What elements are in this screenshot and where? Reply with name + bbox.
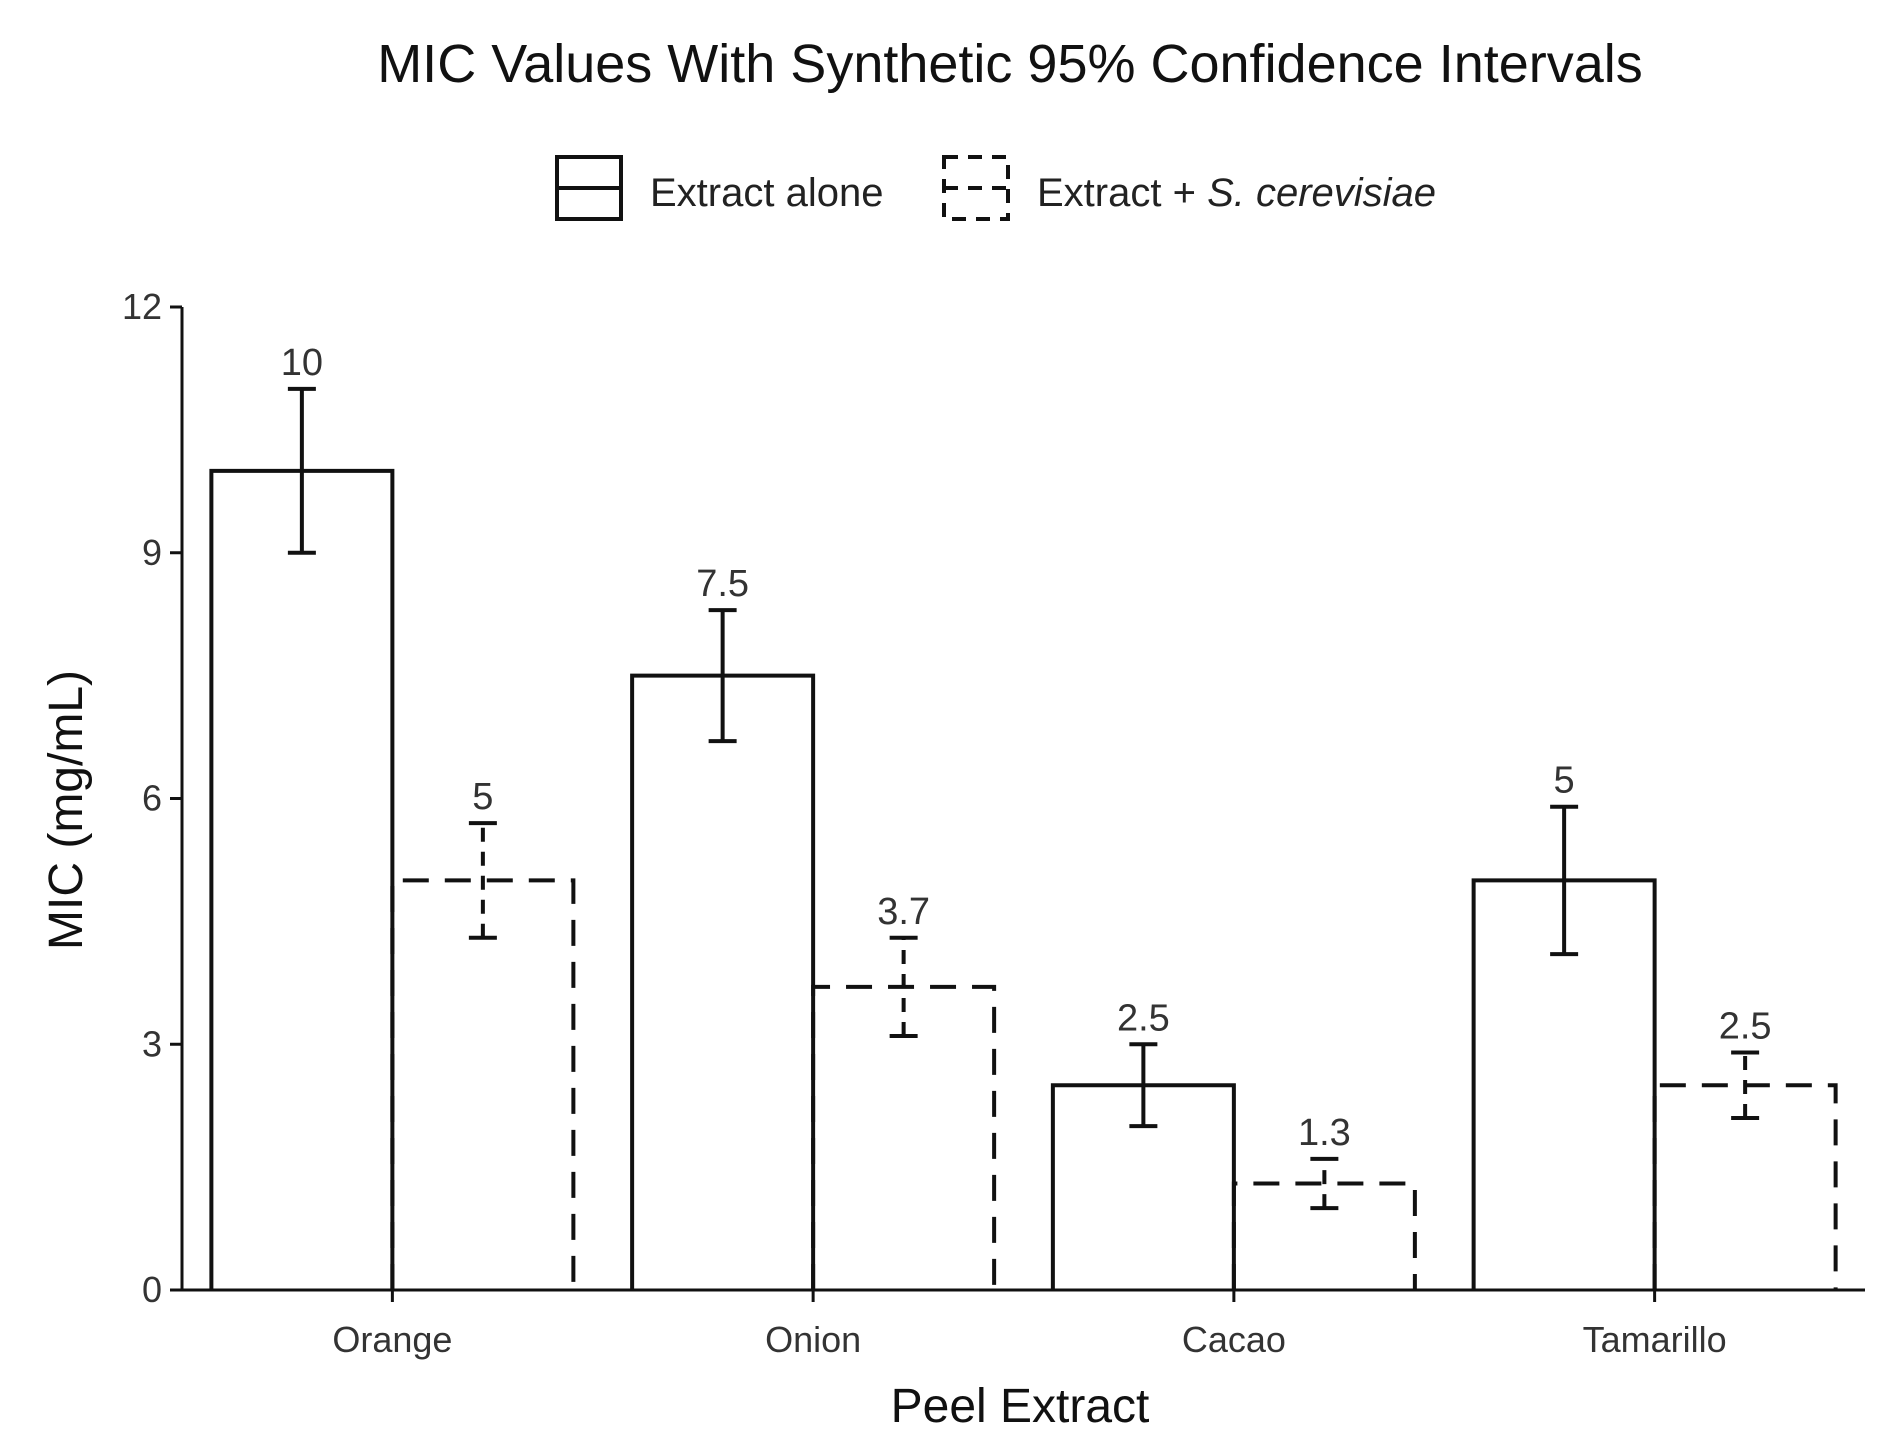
legend-label-extract-alone: Extract alone bbox=[650, 171, 883, 215]
data-label-yeast-tamarillo: 2.5 bbox=[1719, 1005, 1772, 1047]
bar-extract-yeast-cacao bbox=[1231, 1181, 1417, 1290]
x-tick-label: Onion bbox=[765, 1319, 861, 1360]
data-label-yeast-orange: 5 bbox=[472, 776, 493, 818]
bar-extract-alone-onion bbox=[630, 673, 816, 1290]
y-tick-label: 0 bbox=[142, 1269, 162, 1310]
y-tick-label: 12 bbox=[122, 286, 162, 327]
data-label-yeast-cacao: 1.3 bbox=[1298, 1112, 1351, 1154]
legend-label-extract-yeast: Extract + S. cerevisiae bbox=[1037, 171, 1436, 215]
y-tick-label: 3 bbox=[142, 1023, 162, 1064]
bar-extract-yeast-orange bbox=[390, 878, 576, 1290]
y-tick-label: 6 bbox=[142, 778, 162, 819]
x-axis-title: Peel Extract bbox=[891, 1380, 1150, 1433]
data-label-alone-orange: 10 bbox=[281, 342, 323, 384]
data-label-yeast-onion: 3.7 bbox=[877, 891, 930, 933]
y-axis-title: MIC (mg/mL) bbox=[40, 670, 93, 950]
legend-label-extract-yeast-italic: S. cerevisiae bbox=[1207, 171, 1436, 215]
bar-extract-alone-orange bbox=[209, 468, 395, 1290]
data-label-alone-cacao: 2.5 bbox=[1117, 997, 1170, 1039]
plot-area: 0 3 6 9 12 Orange 10 5 Onion 7.5 3.7 Cacao 2.5 1.3 Tam… bbox=[122, 286, 1865, 1360]
data-label-alone-onion: 7.5 bbox=[696, 563, 749, 605]
x-tick-label: Tamarillo bbox=[1583, 1319, 1727, 1360]
x-tick-label: Orange bbox=[332, 1319, 452, 1360]
legend: Extract alone Extract + S. cerevisiae bbox=[555, 155, 1436, 221]
data-label-alone-tamarillo: 5 bbox=[1554, 760, 1575, 802]
legend-label-extract-yeast-plain: Extract + bbox=[1037, 171, 1207, 215]
chart-title: MIC Values With Synthetic 95% Confidence… bbox=[377, 34, 1643, 94]
x-tick-label: Cacao bbox=[1182, 1319, 1286, 1360]
y-tick-label: 9 bbox=[142, 532, 162, 573]
